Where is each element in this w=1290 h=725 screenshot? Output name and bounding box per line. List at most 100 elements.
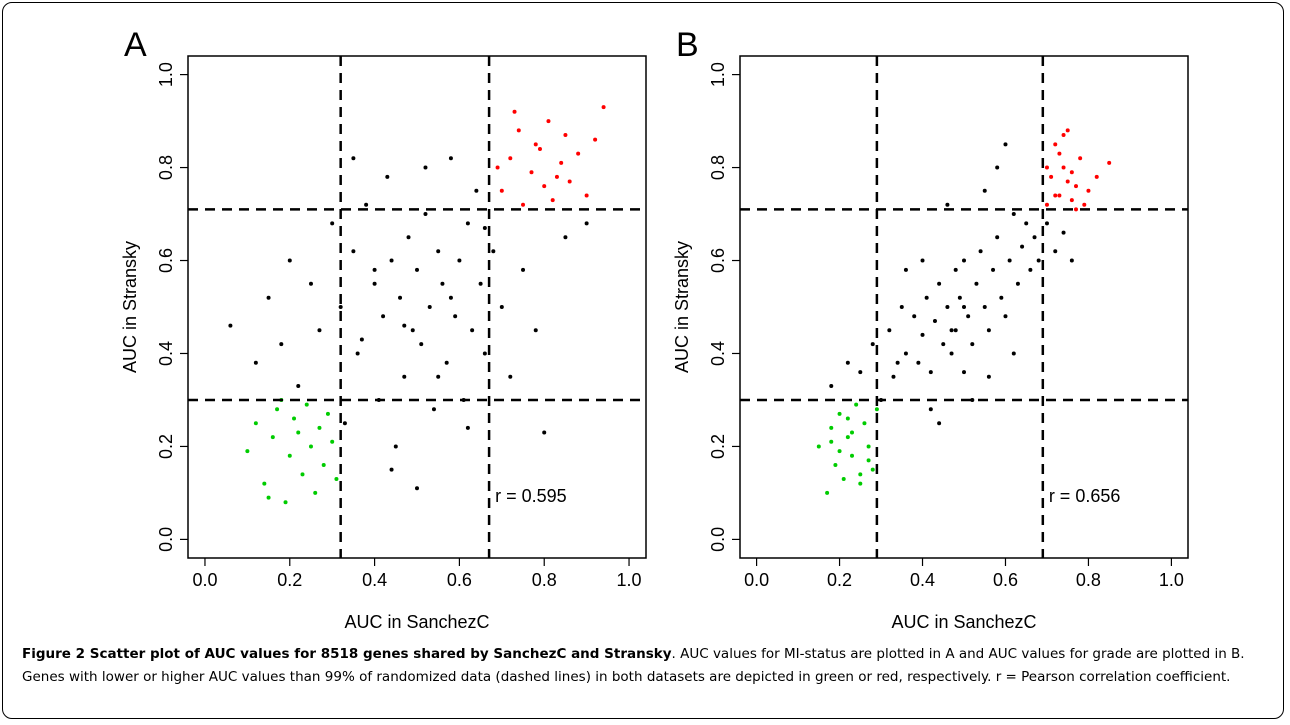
point xyxy=(937,421,942,426)
point xyxy=(1011,351,1016,356)
point xyxy=(308,281,313,286)
point xyxy=(978,249,983,254)
figure: A 0.0 0.2 0.4 0.6 0.8 1.0 0.0 0.2 0.4 0.6 0.8 1.0 AUC… xyxy=(120,26,1189,632)
point xyxy=(470,328,475,333)
x-tick-label: 0.0 xyxy=(192,570,217,590)
x-tick-label: 0.2 xyxy=(277,570,302,590)
point xyxy=(841,476,846,481)
point xyxy=(381,314,386,319)
point xyxy=(1036,258,1041,263)
annotation: r = 0.595 xyxy=(495,486,567,506)
point xyxy=(986,374,991,379)
y-tick-label: 0.0 xyxy=(708,527,728,552)
point xyxy=(584,221,589,226)
y-tick-label: 0.8 xyxy=(156,155,176,180)
point xyxy=(982,305,987,309)
point xyxy=(355,351,360,356)
point xyxy=(304,402,309,407)
point xyxy=(262,481,267,486)
point xyxy=(932,318,937,323)
point xyxy=(995,165,1000,170)
point xyxy=(1053,249,1058,254)
point xyxy=(317,328,322,333)
point xyxy=(991,267,996,272)
point xyxy=(1028,267,1033,272)
point xyxy=(364,202,369,207)
point xyxy=(858,472,863,477)
point xyxy=(1061,230,1066,235)
point xyxy=(508,374,513,379)
point xyxy=(279,342,284,347)
point xyxy=(891,374,896,379)
point xyxy=(402,374,407,379)
x-tick-label: 0.0 xyxy=(744,570,769,590)
point xyxy=(296,384,301,389)
y-axis-label: AUC in Stransky xyxy=(672,241,692,373)
point xyxy=(1069,198,1074,203)
point xyxy=(440,281,445,286)
y-tick-label: 0.8 xyxy=(708,155,728,180)
point xyxy=(970,397,975,402)
point xyxy=(550,198,555,203)
point xyxy=(508,156,513,161)
point xyxy=(359,337,364,342)
point xyxy=(245,449,250,454)
plot-box xyxy=(187,55,647,559)
point xyxy=(542,184,547,189)
point xyxy=(854,402,859,407)
point xyxy=(962,370,966,375)
point xyxy=(953,328,958,333)
point xyxy=(1069,258,1074,263)
point xyxy=(448,295,453,300)
point xyxy=(300,472,305,477)
point xyxy=(1015,281,1020,286)
point xyxy=(567,179,572,184)
point xyxy=(1049,174,1054,179)
point xyxy=(478,281,483,286)
point xyxy=(1082,202,1087,207)
point xyxy=(495,165,500,170)
point xyxy=(402,323,407,328)
point xyxy=(389,467,394,472)
y-tick-label: 0.4 xyxy=(708,341,728,366)
x-tick-label: 0.8 xyxy=(1076,570,1101,590)
x-axis-label: AUC in SanchezC xyxy=(344,612,489,632)
point xyxy=(1086,188,1091,193)
point xyxy=(474,188,479,193)
point xyxy=(317,425,322,430)
point xyxy=(334,476,339,481)
point xyxy=(916,360,921,365)
point xyxy=(283,500,288,505)
x-tick-label: 0.4 xyxy=(362,570,387,590)
point xyxy=(966,314,971,319)
point xyxy=(1057,151,1062,156)
point xyxy=(482,225,487,230)
point xyxy=(953,267,958,272)
point xyxy=(903,267,908,272)
point xyxy=(372,281,377,286)
point xyxy=(1020,244,1025,249)
point xyxy=(287,258,292,263)
point xyxy=(920,332,925,337)
point xyxy=(1074,207,1078,212)
point xyxy=(584,193,589,198)
point xyxy=(1107,160,1112,165)
point xyxy=(1057,193,1062,198)
point xyxy=(962,305,966,309)
x-tick-label: 0.6 xyxy=(447,570,472,590)
point xyxy=(858,481,863,486)
point xyxy=(499,188,504,193)
point xyxy=(920,258,925,263)
point xyxy=(941,342,946,347)
point xyxy=(850,430,854,435)
point xyxy=(1078,156,1083,161)
point xyxy=(465,221,470,226)
point xyxy=(537,146,542,151)
point xyxy=(829,384,834,389)
point xyxy=(287,453,292,458)
point xyxy=(330,221,335,226)
point xyxy=(436,249,441,254)
point xyxy=(457,258,462,263)
point xyxy=(389,258,394,263)
